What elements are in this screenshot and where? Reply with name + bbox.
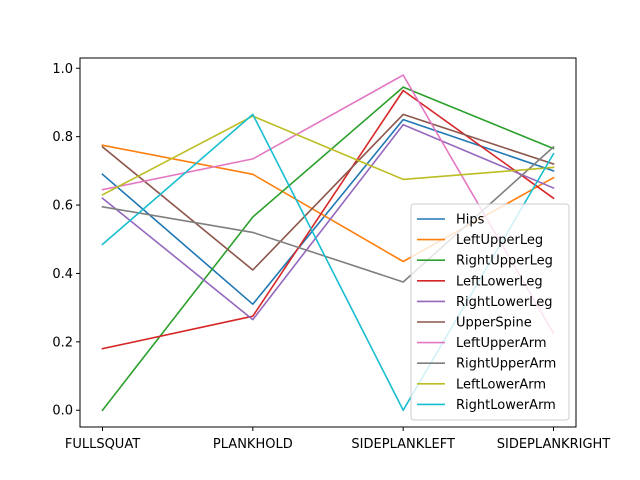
legend-label: LeftUpperArm	[456, 336, 547, 351]
legend-label: Hips	[456, 213, 485, 228]
series-line-rightlowerleg	[101, 123, 555, 321]
x-axis: FULLSQUAT PLANKHOLD SIDEPLANKLEFT SIDEPLANK…	[65, 427, 610, 452]
y-tick-label: 0.6	[52, 199, 73, 214]
legend-label: RightUpperArm	[456, 357, 556, 372]
y-tick-label: 0.8	[52, 130, 73, 145]
legend-label: LeftUpperLeg	[456, 233, 543, 248]
x-tick-label: SIDEPLANKRIGHT	[497, 437, 611, 452]
legend-label: LeftLowerLeg	[456, 274, 543, 289]
series-line-rightupperleg	[101, 86, 555, 412]
legend-label: RightLowerLeg	[456, 295, 552, 310]
y-tick-label: 0.0	[52, 404, 73, 419]
legend-label: UpperSpine	[456, 316, 532, 331]
x-tick-label: SIDEPLANKLEFT	[351, 437, 455, 452]
plot-frame	[79, 57, 577, 428]
y-tick-label: 0.4	[52, 267, 73, 282]
x-tick-label: FULLSQUAT	[65, 437, 140, 452]
legend: Hips LeftUpperLeg RightUpperLeg LeftLowerLe…	[410, 203, 570, 421]
series-line-upperspine	[101, 113, 555, 271]
legend-label: RightUpperLeg	[456, 254, 553, 269]
legend-label: LeftLowerArm	[456, 377, 546, 392]
legend-label: RightLowerArm	[456, 398, 556, 413]
series-line-leftlowerarm	[101, 115, 555, 196]
x-tick-label: PLANKHOLD	[213, 437, 293, 452]
y-tick-label: 0.2	[52, 335, 73, 350]
y-tick-label: 1.0	[52, 62, 73, 77]
y-axis: 0.0 0.2 0.4 0.6 0.8 1.0	[52, 62, 80, 419]
series-line-leftlowerleg	[101, 89, 555, 350]
legend-box	[410, 203, 570, 421]
